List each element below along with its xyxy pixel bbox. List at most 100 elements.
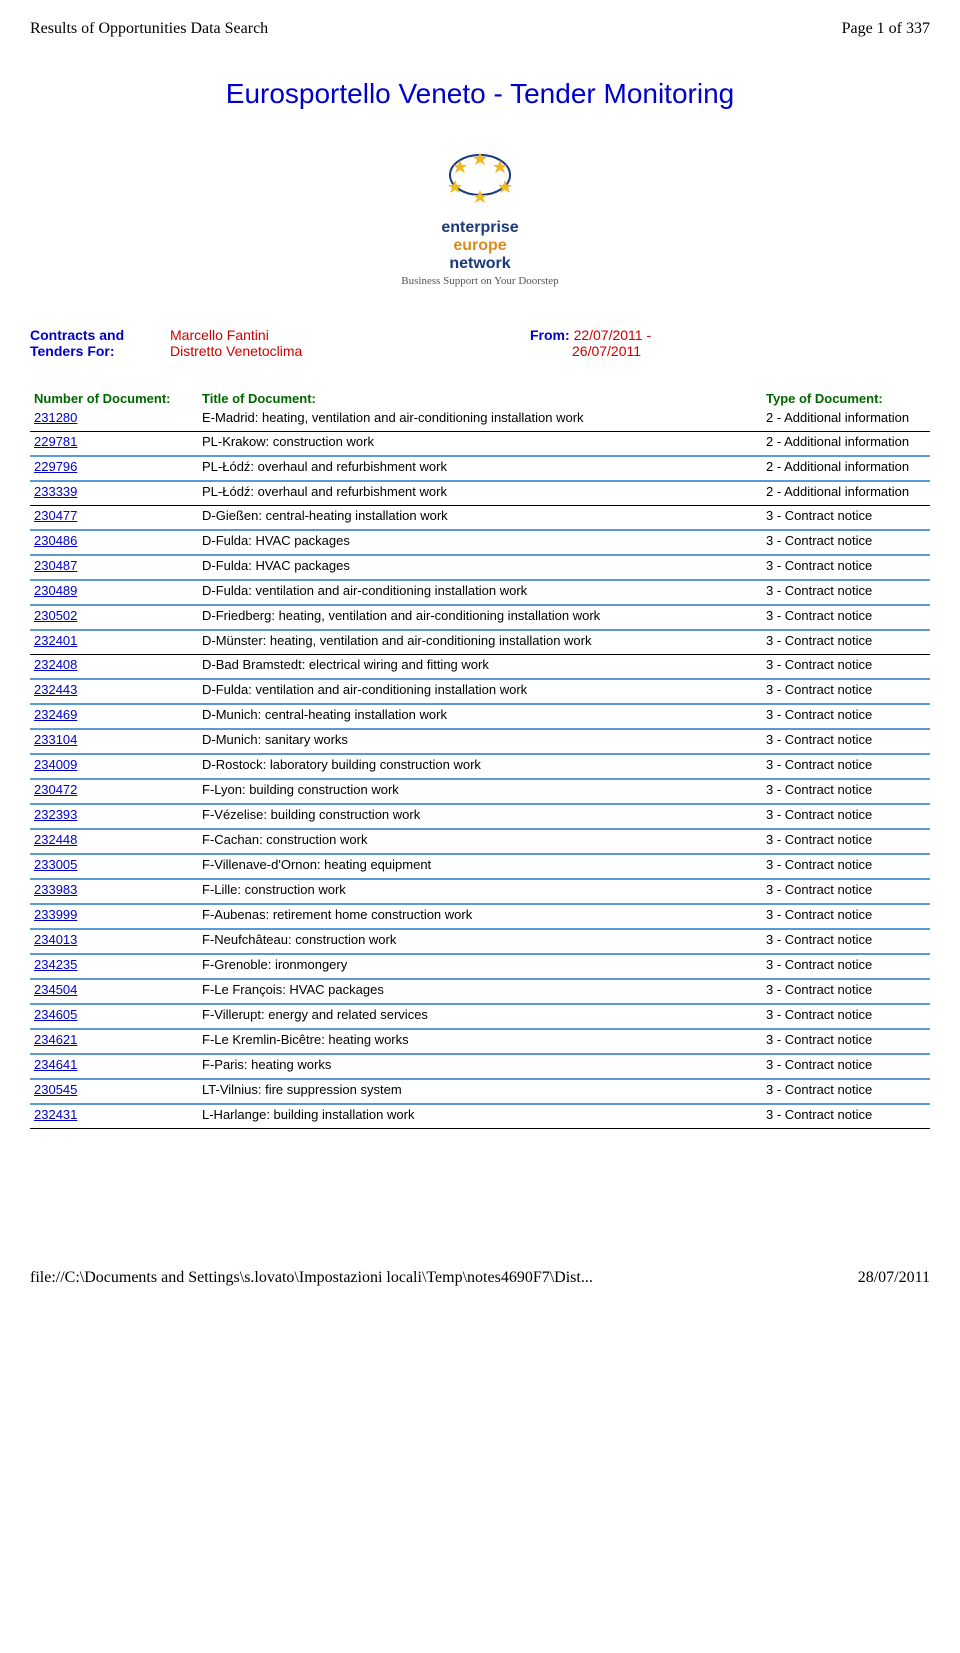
cell-type: 3 - Contract notice <box>762 1004 930 1024</box>
cell-title: E-Madrid: heating, ventilation and air-c… <box>198 408 762 427</box>
th-title: Title of Document: <box>198 389 762 408</box>
table-row: 232401D-Münster: heating, ventilation an… <box>30 630 930 650</box>
from-label: From: <box>530 327 570 343</box>
row-separator <box>30 1124 930 1129</box>
table-row: 234009 D-Rostock: laboratory building con… <box>30 754 930 774</box>
cell-title: F-Villerupt: energy and related services <box>198 1004 762 1024</box>
cell-type: 2 - Additional information <box>762 481 930 501</box>
document-number-link[interactable]: 234235 <box>34 957 77 972</box>
document-number-link[interactable]: 230472 <box>34 782 77 797</box>
cell-title: D-Munich: sanitary works <box>198 729 762 749</box>
document-number-link[interactable]: 234605 <box>34 1007 77 1022</box>
logo-text-2: network <box>449 255 510 272</box>
contracts-value: Marcello Fantini Distretto Venetoclima <box>170 327 520 359</box>
table-row: 230472F-Lyon: building construction work… <box>30 779 930 799</box>
cell-title: D-Fulda: ventilation and air-conditionin… <box>198 679 762 699</box>
document-number-link[interactable]: 234641 <box>34 1057 77 1072</box>
document-number-link[interactable]: 232448 <box>34 832 77 847</box>
table-row: 229796PL-Łódź: overhaul and refurbishmen… <box>30 456 930 476</box>
table-row: 234235F-Grenoble: ironmongery3 - Contrac… <box>30 954 930 974</box>
cell-type: 3 - Contract notice <box>762 804 930 824</box>
cell-number: 230502 <box>30 605 198 625</box>
logo-text-1a: enterprise <box>441 219 518 236</box>
document-number-link[interactable]: 229781 <box>34 434 77 449</box>
table-row: 232408 D-Bad Bramstedt: electrical wiring… <box>30 655 930 675</box>
logo-block: enterprise europe network Business Suppo… <box>30 140 930 287</box>
document-number-link[interactable]: 233983 <box>34 882 77 897</box>
cell-title: D-Friedberg: heating, ventilation and ai… <box>198 605 762 625</box>
document-number-link[interactable]: 234009 <box>34 757 77 772</box>
cell-title: D-Bad Bramstedt: electrical wiring and f… <box>198 655 762 675</box>
document-number-link[interactable]: 233999 <box>34 907 77 922</box>
document-number-link[interactable]: 230486 <box>34 533 77 548</box>
cell-type: 3 - Contract notice <box>762 530 930 550</box>
header-right: Page 1 of 337 <box>842 20 930 38</box>
from-value-1: 22/07/2011 - <box>574 327 652 343</box>
document-number-link[interactable]: 230545 <box>34 1082 77 1097</box>
cell-type: 3 - Contract notice <box>762 1054 930 1074</box>
document-number-link[interactable]: 234621 <box>34 1032 77 1047</box>
cell-number: 232401 <box>30 630 198 650</box>
table-row: 230487 D-Fulda: HVAC packages3 - Contract… <box>30 555 930 575</box>
cell-number: 233999 <box>30 904 198 924</box>
from-value-2: 26/07/2011 <box>572 343 641 359</box>
document-number-link[interactable]: 233005 <box>34 857 77 872</box>
cell-title: D-Fulda: ventilation and air-conditionin… <box>198 580 762 600</box>
document-number-link[interactable]: 234504 <box>34 982 77 997</box>
document-number-link[interactable]: 229796 <box>34 459 77 474</box>
document-number-link[interactable]: 232401 <box>34 633 77 648</box>
table-row: 232443 D-Fulda: ventilation and air-condi… <box>30 679 930 699</box>
document-number-link[interactable]: 232408 <box>34 657 77 672</box>
document-number-link[interactable]: 233104 <box>34 732 77 747</box>
cell-type: 3 - Contract notice <box>762 1029 930 1049</box>
cell-title: F-Vézelise: building construction work <box>198 804 762 824</box>
cell-title: D-Fulda: HVAC packages <box>198 555 762 575</box>
cell-type: 3 - Contract notice <box>762 679 930 699</box>
document-number-link[interactable]: 230487 <box>34 558 77 573</box>
table-row: 233983F-Lille: construction work3 - Cont… <box>30 879 930 899</box>
cell-type: 3 - Contract notice <box>762 1079 930 1099</box>
cell-number: 230545 <box>30 1079 198 1099</box>
document-number-link[interactable]: 232443 <box>34 682 77 697</box>
table-row: 232448F-Cachan: construction work3 - Con… <box>30 829 930 849</box>
cell-type: 3 - Contract notice <box>762 655 930 675</box>
cell-number: 230477 <box>30 506 198 526</box>
cell-type: 3 - Contract notice <box>762 954 930 974</box>
cell-number: 229781 <box>30 432 198 452</box>
cell-number: 234605 <box>30 1004 198 1024</box>
main-title: Eurosportello Veneto - Tender Monitoring <box>30 78 930 110</box>
cell-title: D-Fulda: HVAC packages <box>198 530 762 550</box>
document-number-link[interactable]: 230477 <box>34 508 77 523</box>
logo-tagline: Business Support on Your Doorstep <box>30 275 930 287</box>
cell-type: 3 - Contract notice <box>762 854 930 874</box>
document-number-link[interactable]: 231280 <box>34 410 77 425</box>
cell-number: 230489 <box>30 580 198 600</box>
logo-text-1b: europe <box>453 237 506 254</box>
cell-number: 234504 <box>30 979 198 999</box>
document-number-link[interactable]: 232393 <box>34 807 77 822</box>
table-row: 234013F-Neufchâteau: construction work3 … <box>30 929 930 949</box>
cell-title: D-Rostock: laboratory building construct… <box>198 754 762 774</box>
page-footer: file://C:\Documents and Settings\s.lovat… <box>0 1269 960 1307</box>
document-number-link[interactable]: 233339 <box>34 484 77 499</box>
cell-number: 230472 <box>30 779 198 799</box>
cell-type: 2 - Additional information <box>762 408 930 427</box>
cell-type: 3 - Contract notice <box>762 779 930 799</box>
footer-left: file://C:\Documents and Settings\s.lovat… <box>30 1269 593 1287</box>
document-number-link[interactable]: 232469 <box>34 707 77 722</box>
document-number-link[interactable]: 234013 <box>34 932 77 947</box>
cell-type: 3 - Contract notice <box>762 555 930 575</box>
th-number: Number of Document: <box>30 389 198 408</box>
cell-number: 234641 <box>30 1054 198 1074</box>
contracts-value-1: Marcello Fantini <box>170 327 269 343</box>
cell-type: 3 - Contract notice <box>762 729 930 749</box>
document-number-link[interactable]: 230502 <box>34 608 77 623</box>
cell-title: F-Neufchâteau: construction work <box>198 929 762 949</box>
cell-title: F-Le Kremlin-Bicêtre: heating works <box>198 1029 762 1049</box>
document-number-link[interactable]: 230489 <box>34 583 77 598</box>
table-row: 232431L-Harlange: building installation … <box>30 1104 930 1124</box>
contracts-label-2: Tenders For: <box>30 343 115 359</box>
table-row: 234504F-Le François: HVAC packages3 - Co… <box>30 979 930 999</box>
document-number-link[interactable]: 232431 <box>34 1107 77 1122</box>
table-row: 234605 F-Villerupt: energy and related se… <box>30 1004 930 1024</box>
